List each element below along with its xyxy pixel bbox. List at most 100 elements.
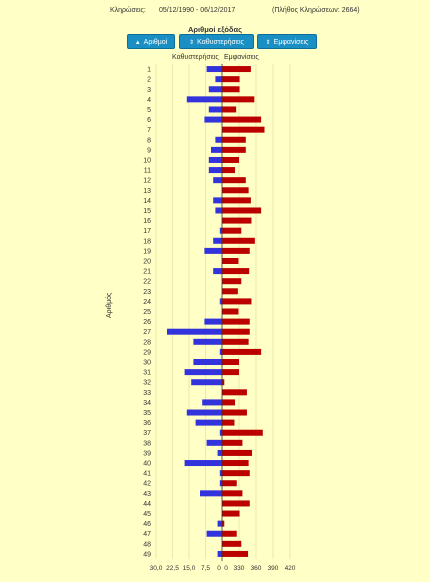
x-tick-label: 0 bbox=[224, 565, 228, 572]
frequency-bar bbox=[222, 520, 225, 527]
frequency-bar bbox=[222, 379, 225, 386]
delay-bar bbox=[219, 298, 222, 305]
frequency-bar bbox=[222, 187, 249, 194]
frequency-bar bbox=[222, 540, 242, 547]
delay-bar bbox=[219, 470, 222, 477]
frequency-bar bbox=[222, 460, 249, 467]
draws-label: Κληρώσεις: bbox=[110, 7, 146, 14]
y-tick-label: 33 bbox=[143, 390, 151, 397]
frequency-bar bbox=[222, 510, 240, 517]
y-tick-label: 35 bbox=[143, 410, 151, 417]
y-tick-label: 30 bbox=[143, 360, 151, 367]
frequency-bar bbox=[222, 227, 242, 234]
y-tick-label: 3 bbox=[147, 87, 151, 94]
frequencies-column-header: Εμφανίσεις bbox=[224, 54, 259, 61]
frequency-bar bbox=[222, 66, 251, 73]
delay-bar bbox=[204, 247, 222, 254]
delay-bar bbox=[217, 520, 222, 527]
frequency-bar bbox=[222, 126, 265, 133]
delay-bar bbox=[213, 268, 222, 275]
frequency-bar bbox=[222, 328, 250, 335]
frequency-bar bbox=[222, 156, 239, 163]
frequency-bar bbox=[222, 490, 243, 497]
frequency-bar bbox=[222, 500, 250, 507]
y-tick-label: 2 bbox=[147, 77, 151, 84]
delay-bar bbox=[208, 167, 222, 174]
y-tick-label: 24 bbox=[143, 299, 151, 306]
y-tick-label: 39 bbox=[143, 450, 151, 457]
delay-bar bbox=[184, 369, 222, 376]
delay-bar bbox=[204, 318, 222, 325]
frequency-bar bbox=[222, 409, 247, 416]
delay-bar bbox=[195, 419, 222, 426]
sort-by-frequency-button[interactable]: ⇕ Εμφανίσεις bbox=[257, 34, 317, 49]
y-tick-label: 48 bbox=[143, 541, 151, 548]
delay-bar bbox=[200, 490, 222, 497]
y-tick-label: 13 bbox=[143, 188, 151, 195]
y-tick-label: 22 bbox=[143, 279, 151, 286]
delay-bar bbox=[202, 399, 222, 406]
chart-subtitle: Αριθμοί εξόδας bbox=[188, 25, 242, 34]
y-tick-label: 8 bbox=[147, 137, 151, 144]
y-tick-label: 15 bbox=[143, 208, 151, 215]
frequency-bar bbox=[222, 86, 240, 93]
frequency-bar bbox=[222, 298, 252, 305]
frequency-bar bbox=[222, 480, 237, 487]
delay-bar bbox=[208, 156, 222, 163]
delay-bar bbox=[219, 429, 222, 436]
frequency-bar bbox=[222, 197, 251, 204]
y-tick-label: 21 bbox=[143, 269, 151, 276]
frequency-bar bbox=[222, 470, 250, 477]
y-tick-label: 41 bbox=[143, 471, 151, 478]
y-tick-label: 7 bbox=[147, 127, 151, 134]
sort-by-delay-button[interactable]: ⇕ Καθυστερήσεις bbox=[179, 34, 254, 49]
total-draws: (Πλήθος Κληρώσεων: 2664) bbox=[272, 7, 360, 14]
sort-toggle-icon: ⇕ bbox=[189, 40, 195, 46]
delay-bar bbox=[219, 227, 222, 234]
delay-bar bbox=[213, 197, 222, 204]
x-tick-label: 330 bbox=[234, 565, 245, 572]
y-tick-label: 37 bbox=[143, 430, 151, 437]
delay-bar bbox=[213, 237, 222, 244]
delay-bar bbox=[211, 146, 222, 153]
delay-bar bbox=[206, 66, 222, 73]
x-tick-label: 22,5 bbox=[166, 565, 179, 572]
sort-by-delay-label: Καθυστερήσεις bbox=[197, 39, 244, 46]
delay-bar bbox=[219, 348, 222, 355]
frequency-bar bbox=[222, 530, 237, 537]
frequency-bar bbox=[222, 116, 262, 123]
y-tick-label: 9 bbox=[147, 147, 151, 154]
y-tick-label: 38 bbox=[143, 440, 151, 447]
y-tick-label: 6 bbox=[147, 117, 151, 124]
y-tick-label: 27 bbox=[143, 329, 151, 336]
y-tick-label: 34 bbox=[143, 400, 151, 407]
frequency-bar bbox=[222, 237, 255, 244]
frequency-bar bbox=[222, 338, 249, 345]
x-tick-label: 0 bbox=[217, 565, 221, 572]
x-tick-label: 420 bbox=[285, 565, 296, 572]
frequency-bar bbox=[222, 257, 239, 264]
delay-bar bbox=[217, 449, 222, 456]
frequency-bar bbox=[222, 449, 253, 456]
frequency-bar bbox=[222, 318, 250, 325]
sort-by-number-button[interactable]: ▲ Αριθμοί bbox=[127, 34, 175, 49]
delay-bar bbox=[184, 460, 222, 467]
y-tick-label: 25 bbox=[143, 309, 151, 316]
x-tick-label: 360 bbox=[251, 565, 262, 572]
x-tick-label: 390 bbox=[268, 565, 279, 572]
frequency-bar bbox=[222, 439, 243, 446]
delay-bar bbox=[191, 379, 222, 386]
frequency-bar bbox=[222, 369, 239, 376]
y-tick-label: 4 bbox=[147, 97, 151, 104]
y-tick-label: 43 bbox=[143, 491, 151, 498]
delay-bar bbox=[206, 439, 222, 446]
y-tick-label: 11 bbox=[144, 168, 151, 175]
delay-bar bbox=[193, 338, 222, 345]
y-tick-label: 14 bbox=[143, 198, 151, 205]
delay-bar bbox=[213, 177, 222, 184]
y-tick-label: 18 bbox=[143, 238, 151, 245]
sort-toggle-icon: ⇕ bbox=[265, 40, 271, 46]
y-tick-label: 42 bbox=[143, 481, 151, 488]
frequency-bar bbox=[222, 177, 246, 184]
delay-bar bbox=[208, 86, 222, 93]
